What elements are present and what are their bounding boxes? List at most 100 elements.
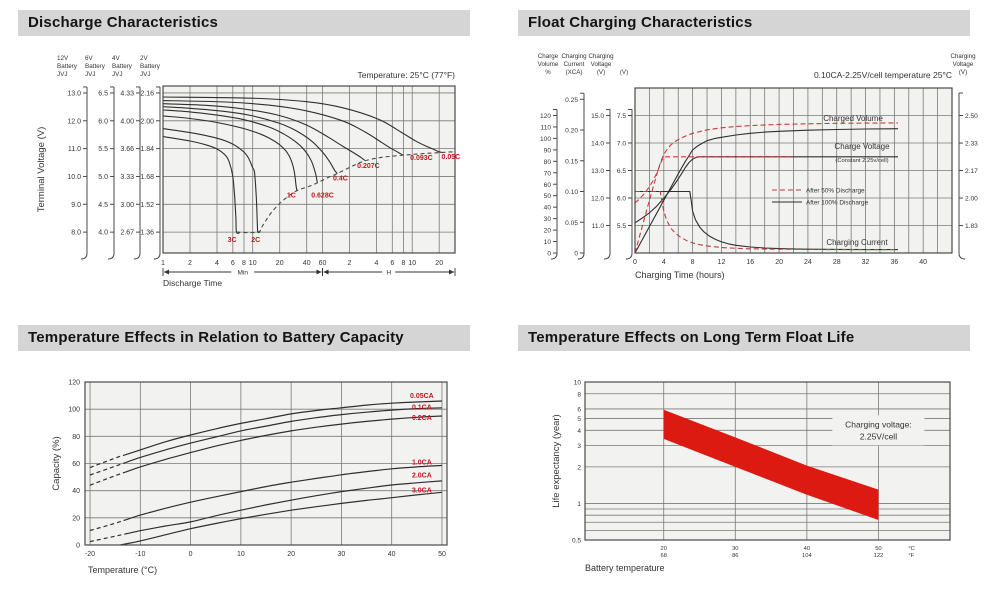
svg-text:8: 8 bbox=[242, 260, 246, 267]
svg-text:0.05: 0.05 bbox=[565, 220, 578, 227]
svg-text:8: 8 bbox=[402, 260, 406, 267]
x-axis: 0 4 8 12 16 20 24 28 32 36 40 bbox=[633, 259, 927, 266]
inner-label: Charged Volume bbox=[823, 114, 883, 123]
svg-text:50: 50 bbox=[544, 193, 552, 200]
svg-text:4: 4 bbox=[215, 260, 219, 267]
svg-text:60: 60 bbox=[544, 182, 552, 189]
svg-text:7.5: 7.5 bbox=[617, 113, 626, 120]
svg-text:13.0: 13.0 bbox=[591, 168, 604, 175]
svg-text:10: 10 bbox=[574, 380, 582, 387]
svg-text:-10: -10 bbox=[135, 551, 145, 558]
svg-text:11.0: 11.0 bbox=[68, 146, 81, 153]
svg-text:4: 4 bbox=[375, 260, 379, 267]
curve-labels: 3C 2C 1C 0.628C 0.4C 0.207C 0.093C 0.05C bbox=[228, 154, 461, 244]
curve-discharge-end-envelope bbox=[236, 151, 453, 234]
svg-text:°C: °C bbox=[908, 546, 915, 552]
svg-text:10: 10 bbox=[408, 260, 416, 267]
svg-text:50: 50 bbox=[438, 551, 446, 558]
rate-label: 1C bbox=[287, 193, 296, 200]
svg-text:°F: °F bbox=[908, 553, 914, 559]
svg-text:0: 0 bbox=[189, 551, 193, 558]
rate-label: 0.05CA bbox=[410, 393, 434, 400]
section-header-temperature-capacity: Temperature Effects in Relation to Batte… bbox=[18, 325, 470, 351]
svg-text:6: 6 bbox=[390, 260, 394, 267]
svg-text:6.0: 6.0 bbox=[617, 196, 626, 203]
ruler-(V): 5.5 6.0 6.5 7.0 7.5 (V) bbox=[617, 69, 633, 260]
rate-label: 0.628C bbox=[311, 193, 334, 200]
svg-text:0: 0 bbox=[633, 259, 637, 266]
svg-text:20: 20 bbox=[435, 260, 443, 267]
rate-label: 0.05C bbox=[442, 154, 461, 161]
legend-label: After 100% Discharge bbox=[806, 200, 869, 207]
svg-text:5.5: 5.5 bbox=[617, 223, 626, 230]
svg-text:3.66: 3.66 bbox=[120, 146, 134, 153]
curve-0.2CA bbox=[124, 415, 443, 473]
svg-text:1.83: 1.83 bbox=[965, 223, 978, 230]
curve-0.207C bbox=[162, 103, 366, 161]
rate-label: 0.207C bbox=[357, 163, 380, 170]
curve-charging-current-50 bbox=[635, 190, 898, 251]
svg-text:40: 40 bbox=[919, 259, 927, 266]
svg-text:32: 32 bbox=[862, 259, 870, 266]
svg-text:50: 50 bbox=[875, 546, 881, 552]
section-header-float-life: Temperature Effects on Long Term Float L… bbox=[518, 325, 970, 351]
svg-text:86: 86 bbox=[732, 553, 738, 559]
svg-text:100: 100 bbox=[540, 136, 551, 143]
ruler-(XCA): 0 0.05 0.10 0.15 0.20 0.25 ChargingCurrent(XCA… bbox=[561, 53, 587, 260]
svg-text:1.52: 1.52 bbox=[140, 202, 154, 209]
svg-text:40: 40 bbox=[388, 551, 396, 558]
curve-charged-volume-50 bbox=[634, 122, 899, 254]
temperature-capacity-chart-canvas: -20 -10 0 10 20 30 40 50 0 20 40 60 80 100 120 Temperat… bbox=[51, 380, 448, 575]
ruler-header: Charging bbox=[588, 53, 614, 60]
svg-text:120: 120 bbox=[68, 380, 80, 387]
rate-label: 3C bbox=[228, 237, 237, 244]
inner-label: Charging Current bbox=[826, 238, 888, 247]
ruler-header: 12V bbox=[57, 55, 69, 62]
ruler-header: JVJ bbox=[57, 71, 68, 78]
svg-text:90: 90 bbox=[544, 147, 552, 154]
ruler-%: 0 10 20 30 40 50 60 70 80 90 100 110 120 ChargeVolume… bbox=[538, 53, 559, 260]
rate-label: 3.0CA bbox=[412, 487, 432, 494]
x-axis-title: Charging Time (hours) bbox=[635, 270, 725, 280]
svg-text:30: 30 bbox=[338, 551, 346, 558]
curve-0.05CA bbox=[125, 400, 443, 456]
svg-text:0.5: 0.5 bbox=[572, 538, 581, 545]
ruler-header: Charging bbox=[950, 53, 976, 60]
svg-text:1.68: 1.68 bbox=[140, 174, 154, 181]
annotation-line: 2.25V/cell bbox=[860, 431, 897, 441]
y-axis-title: Capacity (%) bbox=[51, 436, 62, 490]
svg-text:3: 3 bbox=[577, 443, 581, 450]
curve-1.0CA bbox=[125, 464, 443, 521]
ruler-header: Battery bbox=[57, 63, 78, 70]
svg-text:80: 80 bbox=[544, 159, 552, 166]
svg-text:4.5: 4.5 bbox=[98, 202, 108, 209]
svg-text:16: 16 bbox=[746, 259, 754, 266]
chart-note: 0.10CA-2.25V/cell temperature 25°C bbox=[814, 70, 952, 80]
svg-text:20: 20 bbox=[544, 228, 552, 235]
curve-3.0CA bbox=[120, 491, 443, 546]
ruler-header: Current bbox=[564, 61, 585, 68]
svg-text:40: 40 bbox=[804, 546, 810, 552]
svg-text:2.33: 2.33 bbox=[965, 141, 978, 148]
rate-label: 2C bbox=[251, 237, 260, 244]
curve-0.1CA bbox=[124, 407, 443, 464]
y-axis-title: Life expectancy (year) bbox=[551, 414, 562, 507]
curve-3C bbox=[162, 136, 241, 234]
curve-0.2CA-dashed bbox=[89, 471, 126, 486]
inner-label: (Constant 2.25v/cell) bbox=[835, 158, 888, 164]
ruler-header: (V) bbox=[959, 69, 967, 76]
svg-text:10: 10 bbox=[237, 551, 245, 558]
svg-text:20: 20 bbox=[276, 260, 284, 267]
ruler-header: (V) bbox=[620, 69, 628, 76]
svg-text:8: 8 bbox=[577, 391, 581, 398]
ruler-header: 4V bbox=[112, 55, 121, 62]
inner-labels: Charged Volume Charge Voltage (Constant 2.… bbox=[823, 114, 890, 247]
svg-text:8.0: 8.0 bbox=[71, 230, 81, 237]
ruler-header: Battery bbox=[112, 63, 133, 70]
svg-text:120: 120 bbox=[540, 113, 551, 120]
